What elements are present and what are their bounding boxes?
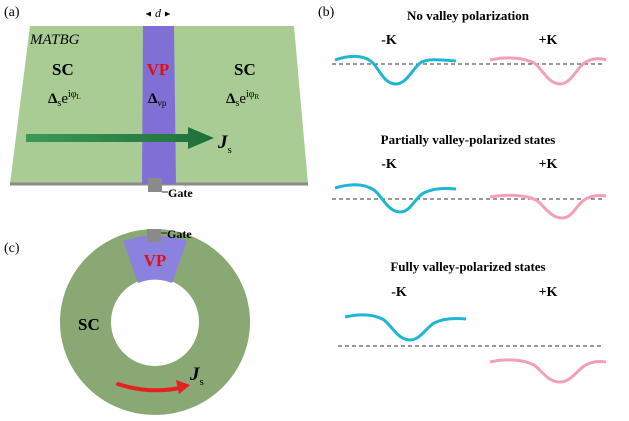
- panel-c-label: (c): [4, 241, 20, 256]
- ring-current-label: Js: [189, 364, 204, 388]
- vp-gap: Δvp: [148, 91, 167, 108]
- panel-b-label: (b): [318, 5, 335, 20]
- gate-label-a: Gate: [168, 186, 193, 200]
- section-1-minus-k: -K: [381, 33, 397, 48]
- right-sc-title: SC: [234, 60, 256, 79]
- vp-sector-label: VP: [144, 251, 167, 270]
- sc-ring: [60, 229, 250, 415]
- ring-current-arrow: [116, 382, 182, 393]
- section-1-title: No valley polarization: [407, 8, 530, 23]
- section-2-plus-k-curve: [489, 193, 607, 220]
- section-3-title: Fully valley-polarized states: [390, 259, 545, 274]
- section-3-plus-k: +K: [539, 285, 558, 300]
- gate-block-c: [147, 229, 161, 242]
- gate-block: [148, 178, 162, 192]
- section-2-plus-k: +K: [539, 157, 558, 172]
- section-3-plus-k-curve: [489, 358, 607, 384]
- material-label: MATBG: [29, 32, 80, 48]
- section-1-plus-k: +K: [539, 33, 558, 48]
- ring-sc-label: SC: [78, 315, 100, 334]
- vp-strip: [142, 26, 176, 184]
- right-sc-gap: ΔseiφR: [226, 89, 260, 109]
- gate-label-c: Gate: [167, 227, 192, 241]
- section-2-minus-k: -K: [381, 157, 397, 172]
- width-label-bg: [151, 6, 165, 20]
- left-sc-title: SC: [52, 60, 74, 79]
- vp-title: VP: [147, 60, 170, 79]
- left-sc-gap: ΔseiφL: [48, 89, 81, 109]
- section-3-minus-k-curve: [344, 313, 467, 342]
- panel-c: (c) VP Gate SC Js: [4, 227, 250, 415]
- supercurrent-arrow: [26, 127, 214, 149]
- panel-a-label: (a): [4, 5, 20, 20]
- supercurrent-label: Js: [217, 132, 232, 156]
- section-2-title: Partially valley-polarized states: [381, 132, 556, 147]
- vp-sector: [123, 235, 187, 283]
- width-symbol: d: [155, 6, 162, 20]
- section-1-plus-k-curve: [489, 56, 607, 86]
- ring-current-arrowhead: [176, 380, 190, 394]
- panel-b: (b) No valley polarization -K +K Partial…: [318, 5, 607, 384]
- section-3-minus-k: -K: [391, 285, 407, 300]
- section-1-minus-k-curve: [334, 54, 457, 86]
- panel-a: (a) d MATBG SC ΔseiφL VP Δvp SC ΔseiφR J…: [4, 5, 308, 200]
- section-2-minus-k-curve: [334, 183, 457, 214]
